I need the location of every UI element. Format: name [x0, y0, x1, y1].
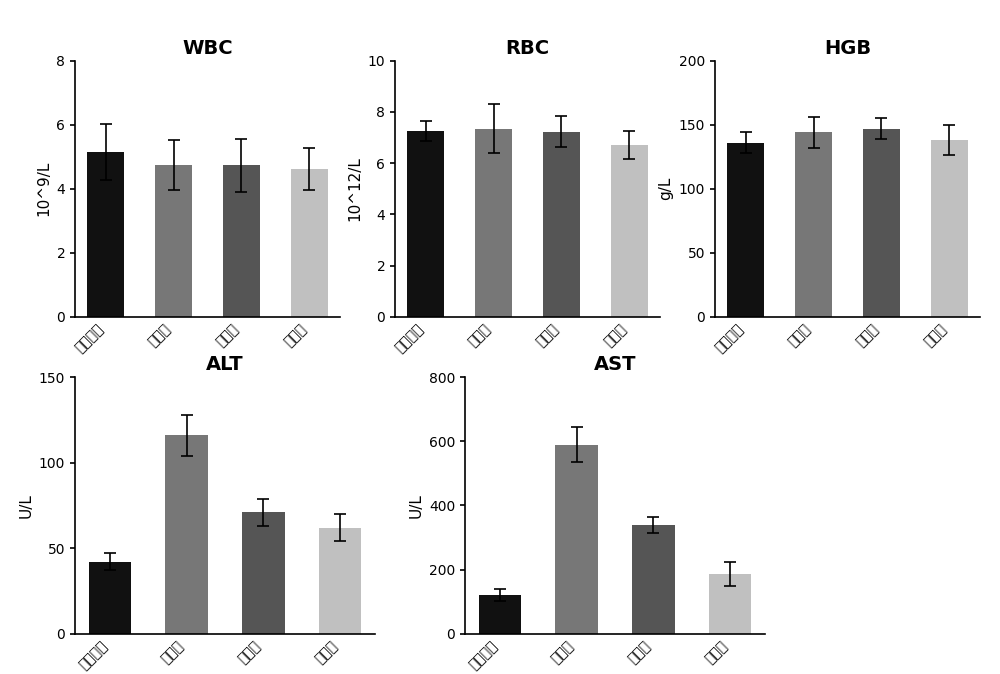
- Bar: [89, 562, 131, 634]
- Title: RBC: RBC: [505, 38, 550, 58]
- Bar: [475, 129, 512, 317]
- Bar: [727, 143, 764, 317]
- Bar: [931, 140, 968, 317]
- Bar: [87, 152, 124, 317]
- Title: AST: AST: [594, 355, 636, 375]
- Y-axis label: g/L: g/L: [658, 177, 673, 200]
- Bar: [543, 132, 580, 317]
- Y-axis label: 10^9/L: 10^9/L: [36, 161, 51, 216]
- Bar: [407, 131, 444, 317]
- Y-axis label: U/L: U/L: [408, 493, 423, 518]
- Bar: [155, 164, 192, 317]
- Bar: [319, 528, 361, 634]
- Bar: [555, 445, 598, 634]
- Bar: [165, 435, 208, 634]
- Bar: [709, 574, 751, 634]
- Title: HGB: HGB: [824, 38, 871, 58]
- Bar: [223, 165, 260, 317]
- Bar: [795, 132, 832, 317]
- Bar: [863, 129, 900, 317]
- Bar: [632, 524, 675, 634]
- Y-axis label: U/L: U/L: [18, 493, 33, 518]
- Title: WBC: WBC: [182, 38, 233, 58]
- Bar: [242, 512, 285, 634]
- Bar: [611, 145, 648, 317]
- Title: ALT: ALT: [206, 355, 244, 375]
- Y-axis label: 10^12/L: 10^12/L: [347, 156, 362, 221]
- Bar: [291, 169, 328, 317]
- Bar: [479, 595, 521, 634]
